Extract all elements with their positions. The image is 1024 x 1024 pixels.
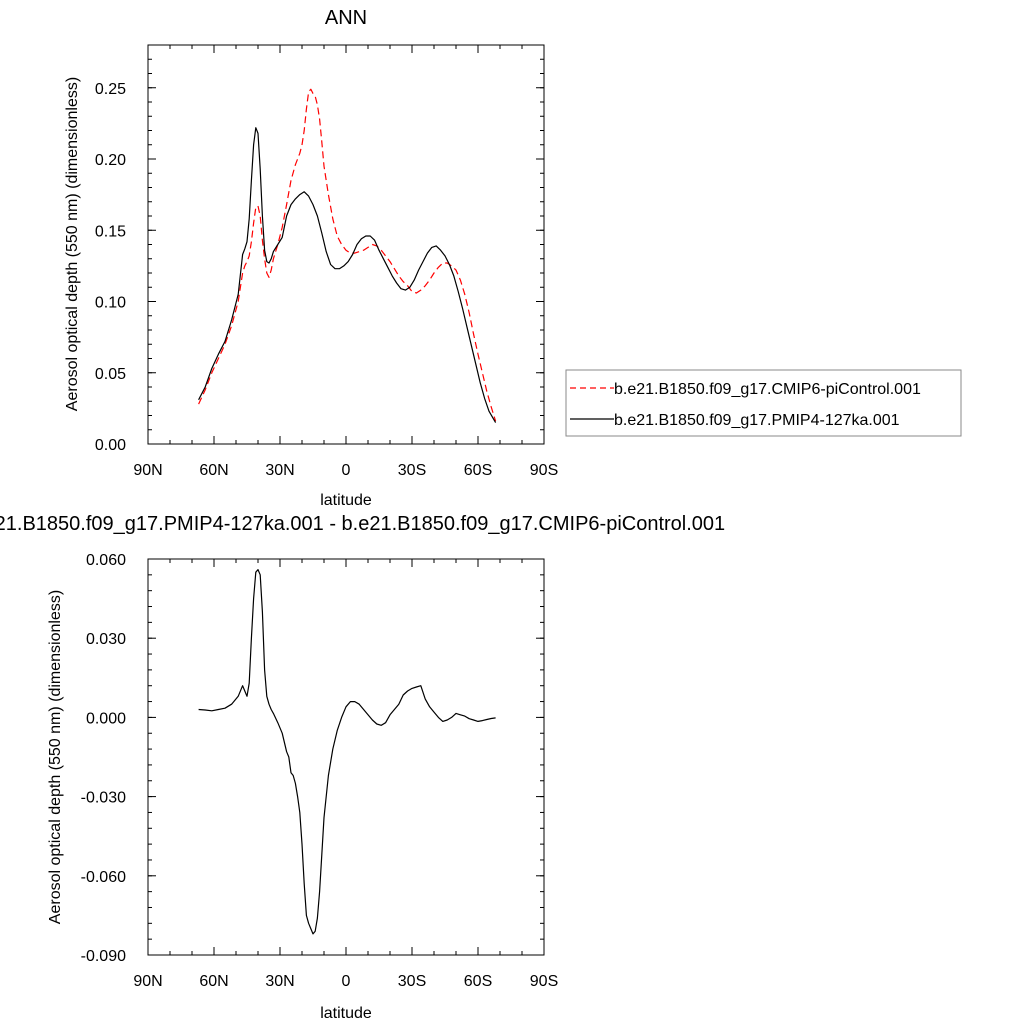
top-panel: ANN 90N 60N 30N 0 30S 60S 90S 0.00 0.05 0.10 0.15 0… (64, 7, 558, 509)
series-line-picontrol (198, 88, 497, 422)
legend: b.e21.B1850.f09_g17.CMIP6-piControl.001 … (565, 369, 962, 437)
x-tick-label: 30N (265, 462, 294, 479)
x-tick-label: 30S (398, 973, 426, 990)
y-tick-label: -0.060 (81, 869, 126, 886)
x-tick-label: 60S (464, 973, 492, 990)
top-chart-title: ANN (325, 7, 367, 29)
x-tick-label: 90N (133, 973, 162, 990)
x-tick-label: 30N (265, 973, 294, 990)
y-tick-label: 0.20 (95, 152, 126, 169)
top-chart-marks (198, 88, 497, 423)
bottom-plot-frame (147, 558, 545, 956)
top-y-axis-label: Aerosol optical depth (550 nm) (dimensio… (64, 77, 81, 411)
y-tick-label: 0.030 (86, 631, 126, 648)
y-tick-label: 0.060 (86, 552, 126, 569)
bottom-axis-ticks: 90N 60N 30N 0 30S 60S 90S 0.060 0.030 0.000 -0.030… (81, 552, 559, 990)
x-tick-label: 0 (342, 973, 351, 990)
legend-label-127ka: b.e21.B1850.f09_g17.PMIP4-127ka.001 (614, 412, 900, 429)
top-axis-ticks: 90N 60N 30N 0 30S 60S 90S 0.00 0.05 0.10 0.15 0.20 0… (95, 44, 558, 479)
y-tick-label: 0.00 (95, 437, 126, 454)
x-tick-label: 90N (133, 462, 162, 479)
x-tick-label: 90S (530, 973, 558, 990)
x-tick-label: 60S (464, 462, 492, 479)
x-tick-label: 60N (199, 973, 228, 990)
x-tick-label: 30S (398, 462, 426, 479)
x-tick-label: 60N (199, 462, 228, 479)
y-tick-label: 0.25 (95, 81, 126, 98)
bottom-x-axis-label: latitude (320, 1005, 372, 1022)
top-plot-frame (147, 44, 545, 445)
y-tick-label: 0.05 (95, 366, 126, 383)
x-tick-label: 90S (530, 462, 558, 479)
y-tick-label: -0.030 (81, 790, 126, 807)
x-tick-label: 0 (342, 462, 351, 479)
bottom-y-axis-label: Aerosol optical depth (550 nm) (dimensio… (47, 590, 64, 924)
legend-box (565, 369, 962, 437)
y-tick-label: 0.000 (86, 710, 126, 727)
top-x-axis-label: latitude (320, 492, 372, 509)
bottom-chart-title: b.e21.B1850.f09_g17.PMIP4-127ka.001 - b.… (0, 513, 725, 535)
y-tick-label: -0.090 (81, 948, 126, 965)
series-line-difference (198, 568, 496, 935)
bottom-panel: b.e21.B1850.f09_g17.PMIP4-127ka.001 - b.… (0, 513, 725, 1022)
legend-label-picontrol: b.e21.B1850.f09_g17.CMIP6-piControl.001 (614, 381, 921, 398)
y-tick-label: 0.10 (95, 295, 126, 312)
series-line-127ka (198, 127, 497, 423)
y-tick-label: 0.15 (95, 223, 126, 240)
bottom-chart-marks (198, 568, 496, 935)
